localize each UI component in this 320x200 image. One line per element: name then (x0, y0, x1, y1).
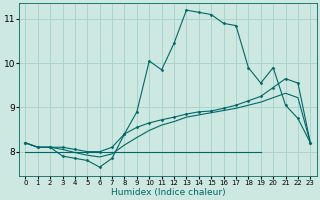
X-axis label: Humidex (Indice chaleur): Humidex (Indice chaleur) (110, 188, 225, 197)
